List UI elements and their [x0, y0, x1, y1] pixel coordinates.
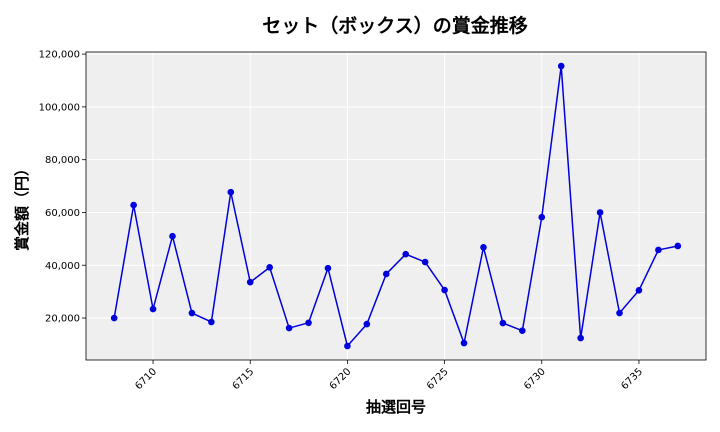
x-axis: 6710 6715 6720 6725 6730 6735 [133, 360, 645, 392]
data-point [188, 309, 196, 317]
data-point [130, 201, 137, 209]
data-point [441, 286, 448, 294]
data-point [421, 258, 429, 266]
y-tick-label: 80,000 [45, 155, 80, 166]
data-point [246, 278, 254, 286]
data-point [324, 264, 332, 272]
y-tick-label: 60,000 [45, 208, 80, 219]
data-point [674, 242, 682, 250]
data-point [655, 246, 662, 254]
y-axis: 20,000 40,000 60,000 80,000 100,000 120,000 [39, 50, 86, 325]
plot-border [85, 51, 707, 361]
data-point [344, 342, 351, 350]
data-point [460, 339, 468, 347]
data-point [110, 314, 118, 322]
data-point [519, 327, 526, 335]
x-tick-label: 6715 [231, 366, 257, 392]
x-tick-label: 6720 [328, 366, 354, 392]
grid-lines [86, 52, 706, 360]
data-point [169, 232, 176, 240]
data-point [382, 270, 390, 278]
data-point [305, 319, 312, 327]
y-axis-label: 賞金額（円） [13, 161, 31, 251]
y-tick-label: 100,000 [39, 102, 80, 113]
data-point [285, 324, 293, 332]
x-tick-label: 6730 [522, 366, 548, 392]
data-point [363, 320, 371, 328]
x-axis-label: 抽選回号 [366, 398, 426, 416]
y-tick-label: 40,000 [45, 261, 80, 272]
data-point [577, 334, 584, 342]
data-point [208, 318, 215, 326]
data-point [402, 250, 410, 258]
data-point [596, 209, 604, 216]
x-tick-label: 6710 [133, 366, 159, 392]
x-tick-label: 6725 [425, 366, 451, 392]
x-tick-label: 6735 [619, 366, 645, 392]
plot-area [86, 52, 706, 360]
plot-frame [85, 51, 707, 361]
data-point [480, 244, 487, 251]
data-point [635, 287, 643, 294]
data-point [616, 309, 623, 317]
y-tick-label: 120,000 [39, 50, 80, 61]
data-point [227, 188, 235, 196]
data-point [499, 319, 507, 327]
y-tick-label: 20,000 [45, 314, 80, 325]
series-layer [110, 62, 682, 350]
data-point [266, 264, 273, 271]
series-line [113, 65, 678, 347]
data-point [538, 213, 546, 221]
data-point [149, 305, 157, 313]
data-point [557, 62, 565, 70]
chart-title: セット（ボックス）の賞金推移 [262, 14, 527, 37]
